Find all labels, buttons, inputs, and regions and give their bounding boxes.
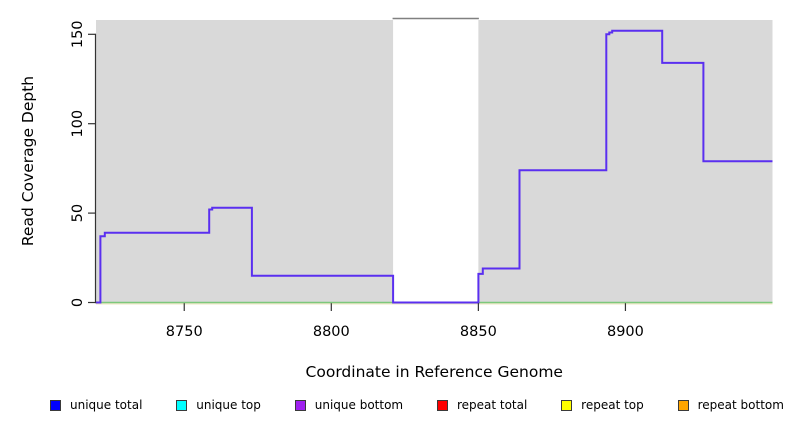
svg-text:8900: 8900 xyxy=(607,324,644,340)
svg-text:8800: 8800 xyxy=(313,324,350,340)
legend-label: unique bottom xyxy=(314,398,404,412)
repeat-top-swatch-icon xyxy=(561,399,573,411)
legend-item-unique-top: unique top xyxy=(176,398,261,412)
repeat-total-swatch-icon xyxy=(436,399,448,411)
repeat-bottom-swatch-icon xyxy=(677,399,689,411)
svg-text:Read Coverage Depth: Read Coverage Depth xyxy=(19,76,37,246)
legend-label: unique total xyxy=(70,398,143,412)
legend-item-unique-total: unique total xyxy=(50,398,142,412)
unique-total-swatch-icon xyxy=(50,399,61,411)
legend-label: repeat top xyxy=(581,398,644,412)
svg-text:50: 50 xyxy=(70,204,86,222)
svg-text:150: 150 xyxy=(70,20,86,48)
svg-text:8850: 8850 xyxy=(460,324,497,340)
svg-text:0: 0 xyxy=(70,298,86,307)
legend: unique total unique top unique bottom re… xyxy=(50,394,784,416)
legend-item-repeat-top: repeat top xyxy=(561,398,644,412)
svg-text:8750: 8750 xyxy=(166,324,203,340)
legend-item-repeat-total: repeat total xyxy=(436,398,528,412)
legend-label: repeat total xyxy=(456,398,528,412)
unique-top-swatch-icon xyxy=(176,399,188,411)
legend-item-repeat-bottom: repeat bottom xyxy=(677,398,784,412)
svg-text:100: 100 xyxy=(70,110,86,138)
svg-text:Coordinate in Reference Genome: Coordinate in Reference Genome xyxy=(306,363,563,381)
legend-label: repeat bottom xyxy=(697,398,784,412)
legend-item-unique-bottom: unique bottom xyxy=(294,398,404,412)
unique-bottom-swatch-icon xyxy=(294,399,306,411)
legend-label: unique top xyxy=(196,398,261,412)
